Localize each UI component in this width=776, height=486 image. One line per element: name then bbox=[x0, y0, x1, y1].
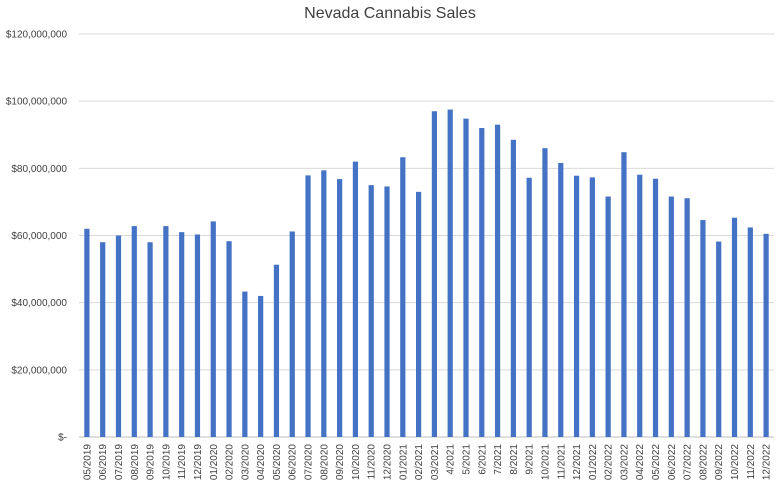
x-tick-label: 10/2019 bbox=[161, 444, 172, 481]
x-tick-label: 09/2020 bbox=[335, 444, 346, 481]
x-tick-label: 08/2020 bbox=[319, 444, 330, 481]
x-tick-label: 02/2021 bbox=[414, 444, 425, 481]
bar bbox=[637, 174, 643, 437]
bar bbox=[179, 232, 185, 437]
y-tick-label: $120,000,000 bbox=[6, 30, 68, 41]
bar bbox=[258, 295, 264, 437]
x-tick-label: 09/2019 bbox=[146, 444, 157, 481]
x-tick-label: 8/2021 bbox=[509, 444, 520, 475]
bar bbox=[573, 175, 580, 437]
x-tick-label: 08/2022 bbox=[698, 444, 709, 481]
bar bbox=[194, 234, 201, 437]
bar bbox=[415, 191, 422, 437]
bar bbox=[526, 177, 532, 437]
y-tick-label: $100,000,000 bbox=[6, 97, 68, 108]
x-tick-label: 11/2021 bbox=[556, 444, 567, 480]
x-tick-label: 01/2022 bbox=[588, 444, 599, 481]
x-tick-label: 06/2020 bbox=[288, 444, 299, 481]
x-tick-label: 6/2021 bbox=[477, 444, 488, 475]
bar bbox=[463, 118, 469, 437]
x-tick-label: 06/2022 bbox=[667, 444, 678, 481]
x-tick-label: 12/2020 bbox=[383, 444, 394, 481]
x-tick-label: 11/2022 bbox=[746, 444, 757, 480]
bar bbox=[368, 185, 374, 437]
bar bbox=[100, 242, 106, 437]
x-tick-label: 4/2021 bbox=[446, 444, 457, 475]
bar bbox=[747, 227, 753, 437]
bar bbox=[494, 124, 501, 438]
x-tick-label: 7/2021 bbox=[493, 444, 504, 475]
bar bbox=[321, 170, 327, 437]
x-tick-label: 11/2019 bbox=[177, 444, 188, 480]
bar bbox=[431, 111, 438, 437]
bar bbox=[115, 235, 122, 437]
x-tick-label: 07/2019 bbox=[114, 444, 125, 481]
x-tick-label: 05/2020 bbox=[272, 444, 283, 481]
bar bbox=[84, 228, 90, 437]
bar bbox=[163, 226, 169, 437]
bar bbox=[131, 226, 137, 437]
x-tick-label: 04/2022 bbox=[635, 444, 646, 481]
y-tick-label: $80,000,000 bbox=[11, 164, 67, 175]
bar bbox=[605, 196, 611, 437]
x-tick-label: 05/2022 bbox=[651, 444, 662, 481]
x-tick-label: 12/2019 bbox=[193, 444, 204, 481]
bar bbox=[763, 233, 769, 437]
bar bbox=[731, 217, 738, 437]
bar bbox=[226, 241, 232, 437]
y-tick-label: $20,000,000 bbox=[11, 365, 67, 376]
bar bbox=[384, 186, 390, 437]
x-tick-label: 12/2021 bbox=[572, 444, 583, 481]
bar bbox=[668, 196, 674, 437]
x-tick-label: 02/2020 bbox=[225, 444, 236, 481]
bar bbox=[542, 148, 548, 437]
x-tick-label: 07/2022 bbox=[683, 444, 694, 481]
x-tick-label: 10/2021 bbox=[540, 444, 551, 481]
x-tick-label: 01/2020 bbox=[209, 444, 220, 481]
x-tick-label: 10/2022 bbox=[730, 444, 741, 481]
x-tick-label: 12/2022 bbox=[762, 444, 773, 481]
bar bbox=[352, 161, 359, 437]
bar bbox=[716, 241, 722, 437]
bar bbox=[305, 175, 311, 437]
x-tick-label: 02/2022 bbox=[604, 444, 615, 481]
bar bbox=[273, 264, 280, 437]
bar bbox=[510, 139, 516, 437]
bar bbox=[400, 157, 406, 437]
bar bbox=[289, 231, 295, 437]
bar bbox=[242, 291, 248, 437]
bar bbox=[447, 109, 453, 437]
x-tick-label: 06/2019 bbox=[98, 444, 109, 481]
x-tick-label: 03/2022 bbox=[619, 444, 630, 481]
x-tick-label: 03/2021 bbox=[430, 444, 441, 481]
y-tick-label: $- bbox=[58, 433, 67, 444]
x-tick-label: 08/2019 bbox=[130, 444, 141, 481]
bar bbox=[147, 242, 153, 437]
x-tick-label: 03/2020 bbox=[240, 444, 251, 481]
bar bbox=[700, 220, 706, 437]
x-tick-label: 05/2019 bbox=[82, 444, 93, 481]
bar bbox=[684, 198, 690, 437]
x-tick-label: 10/2020 bbox=[351, 444, 362, 481]
y-tick-label: $40,000,000 bbox=[11, 298, 67, 309]
chart-title: Nevada Cannabis Sales bbox=[304, 5, 476, 22]
x-tick-label: 01/2021 bbox=[398, 444, 409, 481]
x-tick-label: 9/2021 bbox=[525, 444, 536, 475]
bar bbox=[621, 152, 627, 438]
x-tick-label: 09/2022 bbox=[714, 444, 725, 481]
bar bbox=[210, 221, 216, 437]
bar bbox=[589, 177, 595, 438]
x-tick-label: 04/2020 bbox=[256, 444, 267, 481]
x-tick-label: 11/2020 bbox=[367, 444, 378, 480]
bar bbox=[558, 162, 564, 437]
bar bbox=[479, 128, 485, 438]
y-tick-label: $60,000,000 bbox=[11, 231, 67, 242]
bar bbox=[337, 179, 343, 437]
x-tick-label: 07/2020 bbox=[304, 444, 315, 481]
x-tick-label: 5/2021 bbox=[461, 444, 472, 475]
bar bbox=[652, 178, 659, 437]
